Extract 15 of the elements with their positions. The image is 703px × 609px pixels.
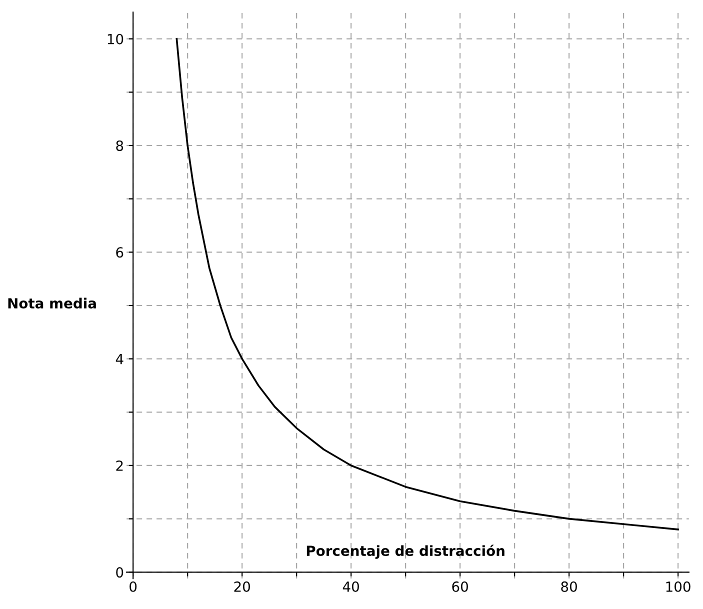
x-tick-label: 100 [666, 581, 690, 592]
y-tick-label: 4 [116, 354, 124, 364]
line-series [176, 38, 679, 530]
x-tick-label: 60 [452, 581, 468, 592]
x-tick-label: 0 [130, 581, 137, 592]
y-tick-label: 0 [116, 567, 124, 578]
x-tick-label: 40 [342, 581, 359, 592]
y-axis-title: Nota media [8, 298, 96, 309]
x-axis-title: Porcentaje de distracción [306, 544, 504, 559]
y-tick-label: 6 [116, 247, 124, 258]
x-tick-label: 20 [234, 581, 250, 592]
y-tick-label: 2 [116, 460, 123, 471]
x-tick-label: 80 [561, 581, 577, 592]
y-tick-label: 10 [108, 34, 124, 44]
y-tick-label: 8 [116, 140, 124, 151]
